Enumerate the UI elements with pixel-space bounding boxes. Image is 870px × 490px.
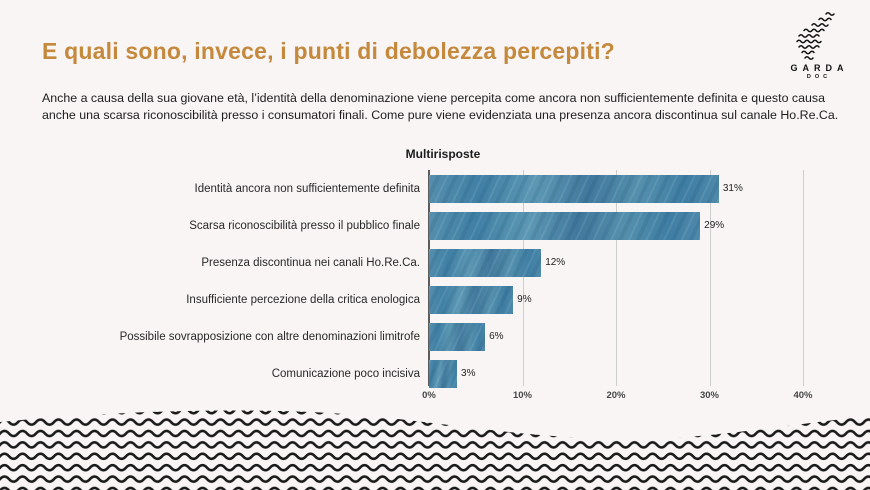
logo-sub-text: DOC [806, 74, 832, 80]
bar [429, 360, 458, 388]
x-tick-label: 40% [793, 390, 813, 401]
bar [429, 175, 719, 203]
lake-garda-waves-icon [796, 12, 835, 60]
bar-row: Insufficiente percezione della critica e… [0, 286, 870, 314]
bar-category-label: Identità ancora non sufficientemente def… [194, 183, 420, 195]
bar-value-label: 9% [517, 294, 532, 305]
x-tick-label: 30% [699, 390, 719, 401]
page-title: E quali sono, invece, i punti di debolez… [42, 38, 615, 64]
bar [429, 323, 486, 351]
body-paragraph: Anche a causa della sua giovane età, l’i… [42, 91, 839, 122]
gridline [522, 170, 524, 386]
logo-brand-text: GARDA [790, 63, 849, 73]
bar-category-label: Insufficiente percezione della critica e… [186, 294, 420, 306]
bar-value-label: 29% [704, 220, 725, 231]
bar-category-label: Presenza discontinua nei canali Ho.Re.Ca… [201, 257, 420, 269]
bar [429, 249, 542, 277]
gridline [803, 170, 804, 386]
bar-value-label: 12% [545, 257, 566, 268]
footer-wave-pattern [0, 410, 870, 490]
bar-value-label: 6% [489, 331, 504, 342]
bar-row: Identità ancora non sufficientemente def… [0, 175, 870, 203]
bar-value-label: 31% [722, 183, 743, 194]
bar-category-label: Possibile sovrapposizione con altre deno… [119, 331, 420, 343]
y-axis-line [428, 170, 430, 386]
bar-row: Possibile sovrapposizione con altre deno… [0, 323, 870, 351]
bar-category-label: Comunicazione poco incisiva [271, 368, 420, 380]
garda-doc-logo: GARDA DOC [778, 8, 856, 80]
bar-row: Comunicazione poco incisiva 3% [0, 360, 870, 388]
gridline [709, 170, 711, 386]
bar-row: Presenza discontinua nei canali Ho.Re.Ca… [0, 249, 870, 277]
x-tick-label: 20% [606, 390, 626, 401]
bar-row: Scarsa riconoscibilità presso il pubblic… [0, 212, 870, 240]
bar-chart: 0% 10% 20% 30% 40% Identità ancora non suffic… [0, 168, 870, 401]
bar [429, 212, 701, 240]
x-tick-label: 10% [512, 390, 532, 401]
bar-value-label: 3% [461, 368, 476, 379]
gridline [616, 170, 617, 386]
bar-category-label: Scarsa riconoscibilità presso il pubblic… [189, 220, 420, 232]
chart-title: Multirisposte [405, 147, 481, 161]
bar [429, 286, 514, 314]
x-tick-label: 0% [422, 390, 436, 401]
